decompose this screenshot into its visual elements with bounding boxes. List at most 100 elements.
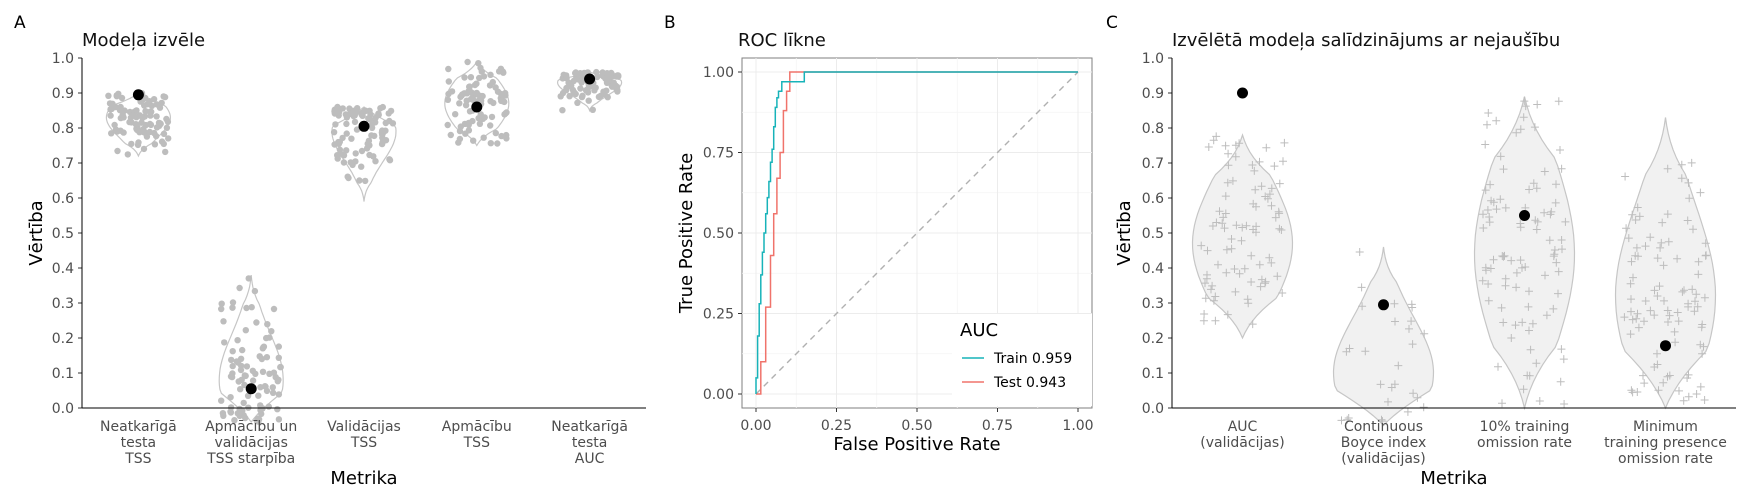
jitter-point	[1632, 314, 1641, 323]
jitter-point	[1273, 272, 1282, 281]
selected-model-point	[132, 89, 144, 101]
jitter-point	[1355, 248, 1364, 256]
jitter-point	[1484, 109, 1493, 117]
jitter-point	[239, 346, 246, 354]
jitter-point	[1633, 309, 1642, 318]
jitter-point	[361, 107, 368, 114]
violin	[218, 274, 284, 423]
jitter-point	[595, 93, 603, 101]
jitter-point	[1484, 296, 1493, 305]
jitter-point	[368, 132, 375, 139]
jitter-point	[1557, 236, 1566, 244]
jitter-point	[1501, 274, 1510, 283]
jitter-point	[1516, 125, 1525, 134]
jitter-point	[613, 73, 620, 80]
jitter-point	[1243, 295, 1252, 304]
jitter-point	[1684, 178, 1693, 187]
jitter-point	[1378, 417, 1387, 426]
jitter-point	[1633, 388, 1642, 396]
jitter-point	[348, 135, 355, 142]
y-tick-label: 0.1	[52, 366, 74, 382]
jitter-point	[251, 287, 259, 295]
jitter-point	[1554, 97, 1563, 106]
jitter-point	[1692, 390, 1701, 398]
panel-b-legend: AUC Train 0.959 Test 0.943	[952, 314, 1092, 406]
jitter-point	[1690, 307, 1699, 316]
jitter-point	[589, 83, 597, 90]
jitter-point	[139, 114, 146, 122]
jitter-point	[445, 78, 452, 85]
jitter-point	[593, 68, 600, 76]
jitter-point	[220, 318, 227, 325]
jitter-point	[1358, 302, 1367, 311]
jitter-point	[1557, 164, 1566, 173]
jitter-point	[1377, 415, 1386, 424]
jitter-point	[270, 305, 278, 313]
jitter-point	[1521, 102, 1530, 111]
jitter-point	[336, 146, 344, 153]
jitter-point	[1481, 186, 1490, 195]
jitter-point	[1627, 307, 1635, 316]
jitter-point	[1622, 224, 1631, 233]
jitter-point	[1626, 279, 1635, 288]
jitter-point	[1231, 152, 1240, 161]
jitter-point	[1279, 157, 1287, 166]
x-tick-label: 0.25	[821, 418, 852, 434]
jitter-point	[1558, 245, 1566, 254]
jitter-point	[445, 65, 452, 73]
jitter-point	[231, 417, 238, 424]
jitter-point	[332, 121, 339, 128]
jitter-point	[153, 101, 161, 108]
jitter-point	[1632, 243, 1641, 252]
jitter-point	[466, 83, 473, 91]
jitter-point	[1405, 324, 1413, 333]
jitter-point	[559, 89, 567, 97]
jitter-point	[340, 159, 348, 166]
jitter-point	[234, 337, 241, 344]
jitter-point	[1343, 415, 1352, 424]
jitter-point	[1653, 254, 1662, 263]
jitter-point	[1671, 338, 1680, 347]
jitter-point	[1496, 195, 1505, 204]
jitter-point	[1683, 216, 1692, 225]
jitter-point	[1559, 355, 1568, 364]
jitter-point	[444, 96, 452, 104]
x-tick-label: Continuous Boyce index (validācijas)	[1341, 419, 1427, 467]
jitter-point	[330, 129, 338, 136]
jitter-point	[275, 391, 283, 398]
jitter-point	[1255, 260, 1264, 269]
jitter-point	[249, 377, 257, 384]
jitter-point	[1267, 201, 1276, 210]
y-tick-label: 0.6	[1142, 191, 1164, 207]
jitter-point	[1390, 299, 1399, 308]
jitter-point	[269, 384, 276, 391]
jitter-point	[1516, 256, 1525, 265]
jitter-point	[1631, 251, 1640, 260]
jitter-point	[1557, 345, 1566, 354]
jitter-point	[1687, 158, 1696, 167]
jitter-point	[481, 114, 488, 121]
jitter-point	[1235, 269, 1244, 278]
jitter-point	[503, 135, 510, 142]
jitter-point	[1650, 311, 1659, 320]
jitter-point	[1639, 371, 1647, 380]
jitter-point	[1554, 267, 1563, 276]
jitter-point	[1663, 164, 1672, 173]
jitter-point	[107, 112, 114, 119]
jitter-point	[444, 121, 451, 129]
jitter-point	[487, 98, 494, 105]
jitter-point	[1419, 403, 1428, 412]
jitter-point	[1214, 260, 1222, 269]
jitter-point	[252, 370, 259, 377]
jitter-point	[146, 108, 154, 116]
y-tick-label: 0.8	[1142, 121, 1164, 137]
jitter-point	[124, 151, 131, 158]
y-tick-label: 0.4	[1142, 261, 1164, 277]
y-tick-label: 0.75	[703, 146, 734, 162]
jitter-point	[461, 74, 468, 81]
selected-model-point	[1237, 87, 1248, 99]
jitter-point	[255, 392, 262, 399]
jitter-point	[233, 358, 240, 365]
jitter-point	[1494, 362, 1502, 371]
jitter-point	[1670, 327, 1679, 336]
